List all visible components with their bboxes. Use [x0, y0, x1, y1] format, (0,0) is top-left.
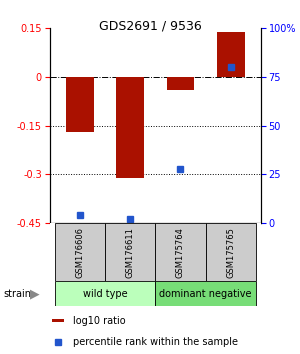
Bar [155, 281, 256, 306]
Text: strain: strain [3, 289, 31, 299]
Bar [105, 223, 155, 281]
Bar [66, 77, 94, 132]
Bar [167, 77, 194, 90]
Text: log10 ratio: log10 ratio [73, 315, 125, 326]
Text: GSM175764: GSM175764 [176, 227, 185, 278]
Bar [52, 319, 64, 322]
Text: GDS2691 / 9536: GDS2691 / 9536 [99, 19, 201, 33]
Text: GSM176606: GSM176606 [75, 227, 84, 278]
Bar [55, 223, 105, 281]
Text: ▶: ▶ [30, 287, 39, 300]
Bar [55, 281, 155, 306]
Bar [206, 223, 256, 281]
Bar [155, 223, 206, 281]
Bar [217, 32, 244, 77]
Text: dominant negative: dominant negative [159, 289, 252, 299]
Text: GSM176611: GSM176611 [126, 227, 135, 278]
Text: percentile rank within the sample: percentile rank within the sample [73, 337, 238, 347]
Text: GSM175765: GSM175765 [226, 227, 235, 278]
Bar [116, 77, 144, 178]
Text: wild type: wild type [82, 289, 127, 299]
